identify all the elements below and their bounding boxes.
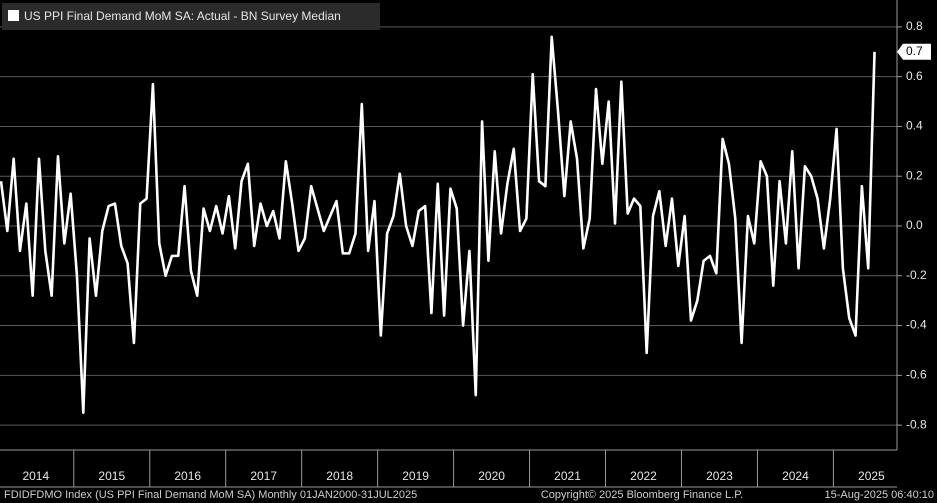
legend-swatch bbox=[8, 10, 19, 21]
y-tick-label: -0.8 bbox=[906, 417, 927, 431]
x-tick-label: 2016 bbox=[174, 469, 201, 483]
y-tick-label: 0.2 bbox=[906, 168, 923, 182]
x-tick-label: 2014 bbox=[22, 469, 49, 483]
x-tick-label: 2021 bbox=[554, 469, 581, 483]
last-value-pointer bbox=[897, 43, 931, 60]
footer-timestamp: 15-Aug-2025 06:40:10 bbox=[825, 489, 934, 501]
y-tick-label: 0.6 bbox=[906, 69, 923, 83]
last-value-label: 0.7 bbox=[906, 44, 923, 58]
series-line bbox=[0, 35, 876, 414]
y-tick-label: -0.4 bbox=[906, 318, 927, 332]
x-tick-label: 2023 bbox=[706, 469, 733, 483]
plot bbox=[0, 35, 876, 414]
legend-label: US PPI Final Demand MoM SA: Actual - BN … bbox=[24, 9, 341, 23]
y-tick-label: 0.8 bbox=[906, 19, 923, 33]
footer-source: FDIDFDMO Index (US PPI Final Demand MoM … bbox=[4, 489, 417, 501]
x-tick-label: 2018 bbox=[326, 469, 353, 483]
y-tick-label: -0.6 bbox=[906, 368, 927, 382]
x-tick-label: 2020 bbox=[478, 469, 505, 483]
y-tick-label: 0.4 bbox=[906, 119, 923, 133]
x-tick-label: 2025 bbox=[858, 469, 885, 483]
x-tick-label: 2019 bbox=[402, 469, 429, 483]
footer-copyright: Copyright© 2025 Bloomberg Finance L.P. bbox=[541, 489, 743, 501]
x-tick-label: 2015 bbox=[98, 469, 125, 483]
x-tick-label: 2022 bbox=[630, 469, 657, 483]
y-tick-label: -0.2 bbox=[906, 268, 927, 282]
x-tick-label: 2017 bbox=[250, 469, 277, 483]
x-tick-label: 2024 bbox=[782, 469, 809, 483]
y-tick-label: 0.0 bbox=[906, 218, 923, 232]
legend-box bbox=[2, 3, 380, 30]
